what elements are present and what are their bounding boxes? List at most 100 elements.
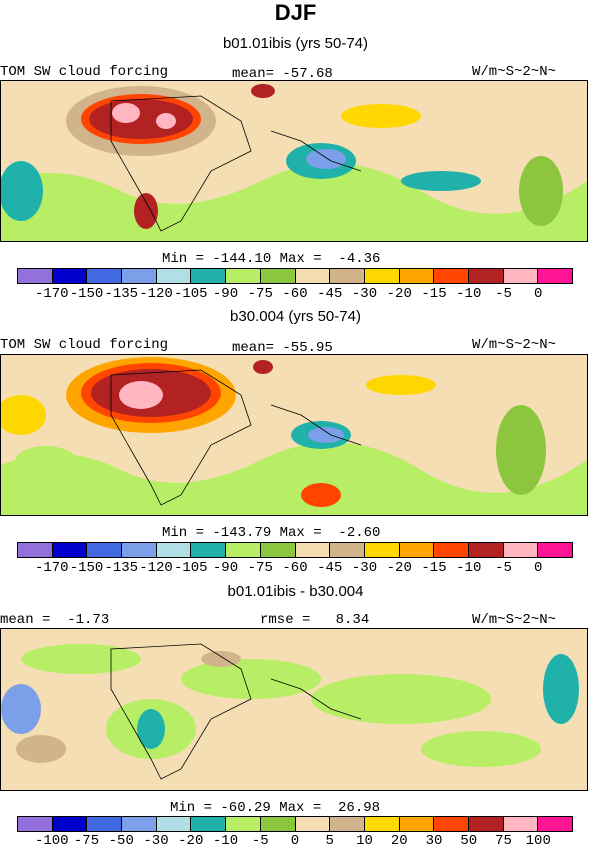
colorbar-tick-label: -90 — [212, 286, 239, 302]
colorbar-swatch — [434, 543, 469, 557]
panel-3-minmax: Min = -60.29 Max = 26.98 — [170, 800, 381, 816]
colorbar-tick-label: 5 — [325, 833, 334, 849]
colorbar-swatch — [156, 543, 192, 557]
colorbar-tick-label: -5 — [495, 560, 512, 576]
colorbar-swatch — [191, 543, 227, 557]
colorbar-swatch — [18, 269, 53, 283]
colorbar-swatch — [295, 543, 331, 557]
colorbar-tick-label: 0 — [534, 560, 543, 576]
colorbar-swatch — [191, 817, 227, 831]
colorbar-swatch — [330, 817, 365, 831]
colorbar-swatch — [503, 817, 539, 831]
colorbar-tick-label: -150 — [69, 286, 104, 302]
colorbar-tick-label: -15 — [421, 560, 447, 576]
panel-3-colorbar — [17, 816, 573, 832]
colorbar-swatch — [87, 817, 123, 831]
colorbar-tick-label: 100 — [525, 833, 551, 849]
colorbar-swatch — [156, 269, 192, 283]
panel-2-minmax: Min = -143.79 Max = -2.60 — [162, 525, 381, 541]
colorbar-tick-label: -50 — [108, 833, 134, 849]
colorbar-tick-label: -30 — [351, 286, 378, 302]
colorbar-tick-label: 75 — [495, 833, 512, 849]
colorbar-swatch — [18, 817, 53, 831]
colorbar-tick-label: -170 — [34, 286, 69, 302]
colorbar-swatch — [364, 817, 400, 831]
colorbar-tick-label: -45 — [317, 286, 343, 302]
colorbar-tick-label: -20 — [178, 833, 204, 849]
colorbar-swatch — [122, 269, 157, 283]
colorbar-swatch — [330, 543, 365, 557]
colorbar-swatch — [226, 817, 261, 831]
colorbar-tick-label: 50 — [460, 833, 478, 849]
colorbar-tick-label: -135 — [104, 286, 139, 302]
colorbar-tick-label: -30 — [351, 560, 378, 576]
colorbar-swatch — [122, 543, 157, 557]
colorbar-swatch — [468, 817, 504, 831]
colorbar-tick-label: 10 — [356, 833, 373, 849]
colorbar-swatch — [538, 817, 572, 831]
panel-1-right-label: W/m~S~2~N~ — [472, 64, 557, 80]
colorbar-tick-label: -20 — [386, 286, 412, 302]
panel-3-center-label: rmse = 8.34 — [260, 612, 370, 628]
colorbar-tick-label: -60 — [282, 560, 308, 576]
colorbar-swatch — [260, 543, 296, 557]
panel-1-subtitle: b01.01ibis (yrs 50-74) — [222, 35, 369, 52]
panel-1-left-label: TOM SW cloud forcing — [0, 64, 169, 80]
colorbar-swatch — [87, 543, 123, 557]
colorbar-tick-label: 0 — [290, 833, 300, 849]
colorbar-swatch — [226, 543, 261, 557]
colorbar-swatch — [18, 543, 53, 557]
colorbar-tick-label: -105 — [173, 560, 208, 576]
colorbar-swatch — [191, 269, 227, 283]
colorbar-tick-label: -75 — [73, 833, 100, 849]
colorbar-tick-label: -30 — [143, 833, 169, 849]
colorbar-tick-label: -75 — [247, 560, 273, 576]
panel-3-left-label: mean = -1.73 — [0, 612, 110, 628]
panel-3-right-label: W/m~S~2~N~ — [472, 612, 557, 628]
panel-1-map — [0, 80, 588, 242]
colorbar-tick-label: -75 — [247, 286, 273, 302]
colorbar-tick-label: -45 — [317, 560, 343, 576]
colorbar-swatch — [503, 269, 539, 283]
colorbar-tick-label: -150 — [69, 560, 104, 576]
colorbar-tick-label: -100 — [34, 833, 69, 849]
panel-2-right-label: W/m~S~2~N~ — [472, 337, 557, 353]
colorbar-tick-label: 0 — [534, 286, 543, 302]
panel-3-colorbar-ticks: -100 -75 -50 -30 -20 -10 -5 0 5 10 20 30 50 75 100 — [0, 833, 591, 851]
panel-2-subtitle: b30.004 (yrs 50-74) — [230, 308, 361, 325]
panel-3-subtitle: b01.01ibis - b30.004 — [227, 583, 364, 600]
colorbar-swatch — [122, 817, 157, 831]
colorbar-tick-label: -105 — [173, 286, 208, 302]
colorbar-tick-label: -5 — [251, 833, 269, 849]
colorbar-swatch — [260, 817, 296, 831]
colorbar-swatch — [538, 543, 572, 557]
colorbar-swatch — [260, 269, 296, 283]
colorbar-tick-label: -60 — [282, 286, 308, 302]
colorbar-swatch — [87, 269, 123, 283]
colorbar-tick-label: -170 — [34, 560, 69, 576]
panel-1-colorbar-ticks: -170 -150 -135 -120 -105 -90 -75 -60 -45 -30 -20 -1… — [0, 286, 591, 304]
colorbar-swatch — [330, 269, 365, 283]
colorbar-swatch — [295, 269, 331, 283]
panel-2-colorbar — [17, 542, 573, 558]
colorbar-tick-label: -5 — [495, 286, 512, 302]
panel-3-map — [0, 628, 588, 791]
panel-2-map — [0, 354, 588, 516]
panel-1-center-label: mean= -57.68 — [232, 66, 333, 82]
panel-2-center-label: mean= -55.95 — [232, 340, 333, 356]
colorbar-swatch — [434, 269, 469, 283]
colorbar-swatch — [468, 543, 504, 557]
colorbar-tick-label: -135 — [104, 560, 139, 576]
colorbar-swatch — [434, 817, 469, 831]
panel-2-colorbar-ticks: -170 -150 -135 -120 -105 -90 -75 -60 -45 -30 -20 -1… — [0, 560, 591, 578]
colorbar-swatch — [364, 269, 400, 283]
panel-2-left-label: TOM SW cloud forcing — [0, 337, 169, 353]
colorbar-tick-label: -10 — [456, 560, 482, 576]
colorbar-swatch — [468, 269, 504, 283]
colorbar-tick-label: 30 — [425, 833, 443, 849]
colorbar-tick-label: 20 — [390, 833, 408, 849]
colorbar-swatch — [399, 269, 435, 283]
panel-1-minmax: Min = -144.10 Max = -4.36 — [162, 251, 381, 267]
colorbar-tick-label: -120 — [139, 560, 173, 576]
colorbar-tick-label: -90 — [212, 560, 239, 576]
